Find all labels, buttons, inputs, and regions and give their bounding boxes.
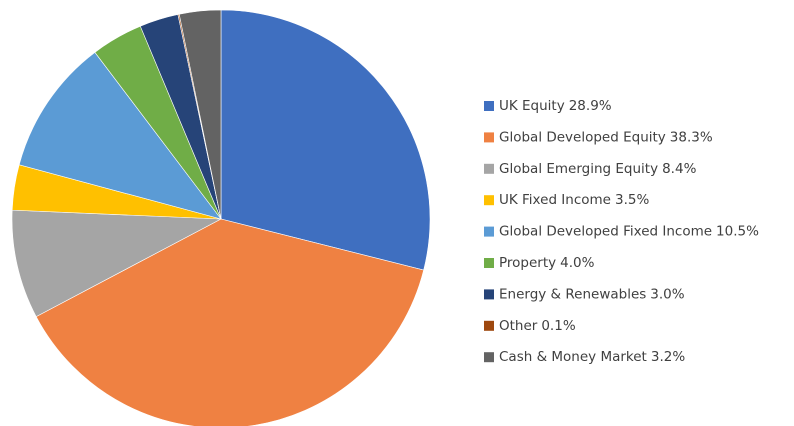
legend-swatch <box>484 352 494 363</box>
legend-value: 0.1% <box>541 318 575 334</box>
legend-value: 28.9% <box>569 98 612 114</box>
legend-label: Energy & Renewables 3.0% <box>499 286 685 302</box>
legend-swatch <box>484 163 494 174</box>
legend-value: 3.0% <box>650 286 684 302</box>
legend-value: 10.5% <box>716 224 759 240</box>
pie-slice <box>220 9 431 271</box>
legend-swatch <box>484 320 494 331</box>
pie-slice <box>35 218 425 426</box>
legend-value: 4.0% <box>560 255 594 271</box>
legend-swatch <box>484 195 494 206</box>
legend-label: Cash & Money Market 3.2% <box>499 349 685 365</box>
legend-label: Global Developed Fixed Income 10.5% <box>499 224 759 240</box>
legend-label: Property 4.0% <box>499 255 595 271</box>
legend-name: UK Fixed Income <box>499 192 611 208</box>
legend-label: Global Emerging Equity 8.4% <box>499 161 697 177</box>
legend-name: Global Developed Equity <box>499 129 666 145</box>
legend-swatch <box>484 289 494 300</box>
legend-name: Property <box>499 255 556 271</box>
legend-name: Global Developed Fixed Income <box>499 224 712 240</box>
legend-swatch <box>484 132 494 143</box>
legend-label: Global Developed Equity 38.3% <box>499 129 713 145</box>
legend-value: 38.3% <box>670 129 713 145</box>
legend-swatch <box>484 226 494 237</box>
legend-value: 3.5% <box>615 192 649 208</box>
legend-name: Other <box>499 318 538 334</box>
legend-value: 8.4% <box>662 161 696 177</box>
legend-value: 3.2% <box>651 349 685 365</box>
legend-name: UK Equity <box>499 98 565 114</box>
legend-label: UK Fixed Income 3.5% <box>499 192 649 208</box>
legend-name: Energy & Renewables <box>499 286 646 302</box>
legend-name: Global Emerging Equity <box>499 161 658 177</box>
legend-label: Other 0.1% <box>499 318 576 334</box>
pie-slice <box>178 9 222 220</box>
legend-swatch <box>484 101 494 111</box>
pie-slice <box>18 51 222 220</box>
legend-swatch <box>484 258 494 268</box>
pie-slice <box>11 209 223 318</box>
legend-label: UK Equity 28.9% <box>499 98 612 114</box>
legend-name: Cash & Money Market <box>499 349 647 365</box>
